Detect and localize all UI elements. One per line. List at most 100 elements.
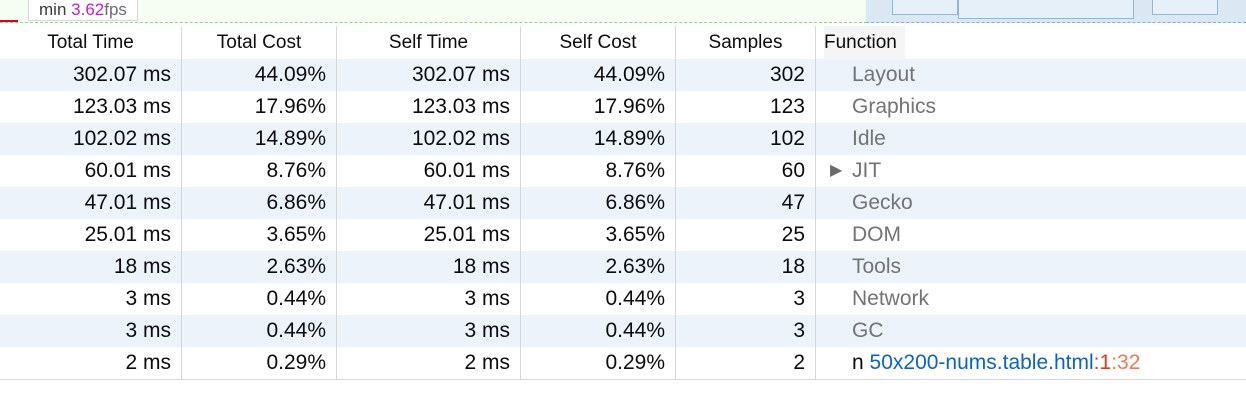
overview-block — [958, 0, 1134, 19]
framerate-graph: min 3.62fps — [0, 0, 1246, 24]
self-time-cell: 2 ms — [337, 347, 521, 379]
min-fps-label: min 3.62fps — [28, 0, 138, 21]
table-body: 302.07 ms 44.09% 302.07 ms 44.09% 302 Layout 1… — [0, 59, 1246, 379]
min-fps-value: 3.62 — [71, 0, 105, 19]
min-fps-unit: fps — [104, 0, 127, 19]
function-name: n — [852, 351, 864, 374]
table-row[interactable]: 3 ms 0.44% 3 ms 0.44% 3 Network — [0, 283, 1246, 315]
table-row[interactable]: 3 ms 0.44% 3 ms 0.44% 3 GC — [0, 315, 1246, 347]
self-cost-cell: 0.44% — [521, 315, 676, 347]
total-cost-cell: 0.29% — [182, 347, 337, 379]
total-cost-cell: 17.96% — [182, 91, 337, 123]
samples-cell: 60 — [676, 155, 816, 187]
function-cell: Layout — [816, 59, 1246, 91]
framerate-marker — [0, 20, 18, 22]
function-cell: Idle — [816, 123, 1246, 155]
total-time-cell: 102.02 ms — [0, 123, 182, 155]
self-cost-cell: 0.44% — [521, 283, 676, 315]
self-time-cell: 302.07 ms — [337, 59, 521, 91]
function-cell: Tools — [816, 251, 1246, 283]
self-time-cell: 3 ms — [337, 315, 521, 347]
samples-cell: 102 — [676, 123, 816, 155]
samples-cell: 2 — [676, 347, 816, 379]
source-link[interactable]: 50x200-nums.table.html:1:32 — [870, 351, 1141, 374]
function-cell: Network — [816, 283, 1246, 315]
total-cost-cell: 6.86% — [182, 187, 337, 219]
self-cost-cell: 17.96% — [521, 91, 676, 123]
total-cost-cell: 0.44% — [182, 315, 337, 347]
table-row[interactable]: 123.03 ms 17.96% 123.03 ms 17.96% 123 Graphic… — [0, 91, 1246, 123]
total-time-cell: 25.01 ms — [0, 219, 182, 251]
total-time-cell: 3 ms — [0, 315, 182, 347]
table-bottom-border — [0, 379, 1246, 380]
function-name: Layout — [852, 63, 916, 86]
total-cost-cell: 3.65% — [182, 219, 337, 251]
self-cost-cell: 8.76% — [521, 155, 676, 187]
function-name: GC — [852, 319, 884, 342]
total-cost-cell: 2.63% — [182, 251, 337, 283]
function-name: JIT — [852, 159, 882, 182]
total-time-cell: 2 ms — [0, 347, 182, 379]
function-name: Tools — [852, 255, 902, 278]
header-self-time[interactable]: Self Time — [337, 26, 521, 59]
self-cost-cell: 0.29% — [521, 347, 676, 379]
samples-cell: 3 — [676, 315, 816, 347]
overview-block — [1152, 0, 1218, 15]
source-file: 50x200-nums.table.html — [869, 351, 1094, 374]
function-cell: Gecko — [816, 187, 1246, 219]
function-cell: GC — [816, 315, 1246, 347]
samples-cell: 123 — [676, 91, 816, 123]
table-row[interactable]: 2 ms 0.29% 2 ms 0.29% 2 n 50x200-nums.table.h… — [0, 347, 1246, 379]
self-time-cell: 60.01 ms — [337, 155, 521, 187]
table-row[interactable]: 302.07 ms 44.09% 302.07 ms 44.09% 302 Layout — [0, 59, 1246, 91]
table-header: Total Time Total Cost Self Time Self Cos… — [0, 26, 1246, 59]
samples-cell: 25 — [676, 219, 816, 251]
overview-block — [892, 0, 958, 15]
overview-graph-area[interactable] — [866, 0, 1246, 23]
self-cost-cell: 6.86% — [521, 187, 676, 219]
header-total-cost[interactable]: Total Cost — [182, 26, 337, 59]
function-name: Gecko — [852, 191, 913, 214]
self-time-cell: 102.02 ms — [337, 123, 521, 155]
self-cost-cell: 44.09% — [521, 59, 676, 91]
table-row[interactable]: 102.02 ms 14.89% 102.02 ms 14.89% 102 Idle — [0, 123, 1246, 155]
self-time-cell: 25.01 ms — [337, 219, 521, 251]
source-separator: : — [1111, 351, 1118, 374]
total-cost-cell: 8.76% — [182, 155, 337, 187]
self-time-cell: 123.03 ms — [337, 91, 521, 123]
total-time-cell: 60.01 ms — [0, 155, 182, 187]
total-cost-cell: 44.09% — [182, 59, 337, 91]
table-row[interactable]: 60.01 ms 8.76% 60.01 ms 8.76% 60 ▶ JIT — [0, 155, 1246, 187]
self-time-cell: 3 ms — [337, 283, 521, 315]
function-cell: Graphics — [816, 91, 1246, 123]
total-time-cell: 123.03 ms — [0, 91, 182, 123]
disclosure-triangle-icon[interactable]: ▶ — [830, 162, 843, 179]
function-name: Graphics — [852, 95, 937, 118]
samples-cell: 3 — [676, 283, 816, 315]
total-time-cell: 3 ms — [0, 283, 182, 315]
function-cell: DOM — [816, 219, 1246, 251]
samples-cell: 47 — [676, 187, 816, 219]
source-line-number: 1 — [1099, 351, 1112, 374]
self-time-cell: 47.01 ms — [337, 187, 521, 219]
total-time-cell: 302.07 ms — [0, 59, 182, 91]
header-self-cost[interactable]: Self Cost — [521, 26, 676, 59]
self-cost-cell: 3.65% — [521, 219, 676, 251]
min-fps-prefix: min — [39, 0, 67, 19]
function-cell: n 50x200-nums.table.html:1:32 — [816, 347, 1246, 379]
header-total-time[interactable]: Total Time — [0, 26, 182, 59]
table-row[interactable]: 47.01 ms 6.86% 47.01 ms 6.86% 47 Gecko — [0, 187, 1246, 219]
samples-cell: 18 — [676, 251, 816, 283]
total-cost-cell: 0.44% — [182, 283, 337, 315]
function-cell: ▶ JIT — [816, 155, 1246, 187]
total-cost-cell: 14.89% — [182, 123, 337, 155]
header-function[interactable]: Function — [816, 26, 1246, 59]
table-row[interactable]: 18 ms 2.63% 18 ms 2.63% 18 Tools — [0, 251, 1246, 283]
call-tree-table: Total Time Total Cost Self Time Self Cos… — [0, 26, 1246, 380]
self-cost-cell: 14.89% — [521, 123, 676, 155]
framerate-graph-area: min 3.62fps — [0, 0, 867, 23]
header-function-label: Function — [824, 26, 905, 59]
header-samples[interactable]: Samples — [676, 26, 816, 59]
table-row[interactable]: 25.01 ms 3.65% 25.01 ms 3.65% 25 DOM — [0, 219, 1246, 251]
function-name: Network — [852, 287, 930, 310]
